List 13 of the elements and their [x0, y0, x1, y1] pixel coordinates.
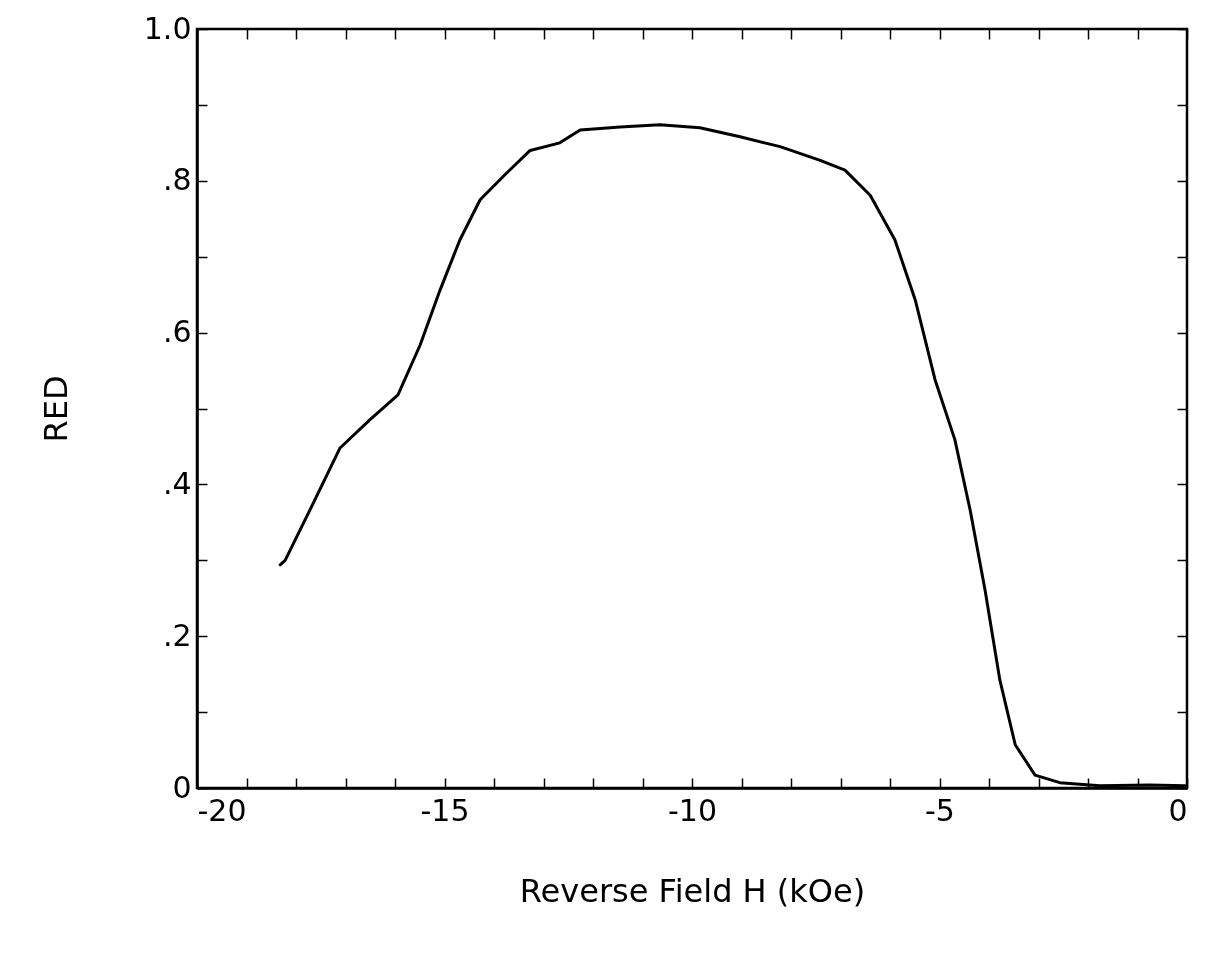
y-tick-label: 0 [172, 769, 192, 805]
y-tick-label: .2 [162, 617, 192, 653]
y-tick-label: .8 [162, 162, 192, 198]
x-tick-label: -15 [420, 792, 470, 828]
y-axis-title: RED [36, 375, 75, 443]
x-tick-label: -5 [925, 792, 955, 828]
y-tick-label: 1.0 [143, 10, 192, 46]
x-tick-label: 0 [1168, 792, 1188, 828]
x-tick-label: -10 [668, 792, 717, 828]
x-axis-title: Reverse Field H (kOe) [519, 871, 866, 910]
y-tick-label: .4 [162, 465, 192, 501]
y-tick-label: .6 [162, 314, 192, 350]
x-tick-label: -20 [197, 792, 247, 828]
